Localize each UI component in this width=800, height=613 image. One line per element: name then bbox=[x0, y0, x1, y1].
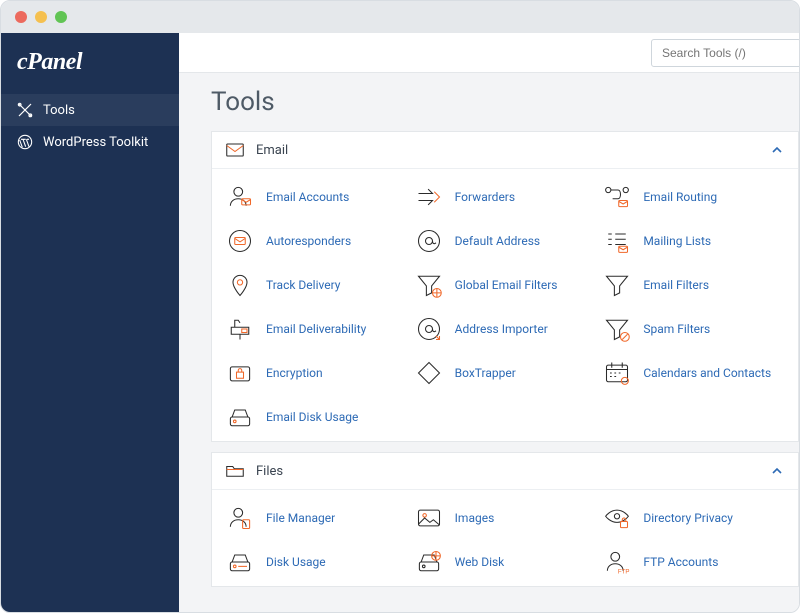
tool-forwarders[interactable]: Forwarders bbox=[415, 179, 596, 215]
tool-label: Email Deliverability bbox=[266, 322, 366, 336]
tool-label: Mailing Lists bbox=[643, 234, 711, 248]
tool-label: FTP Accounts bbox=[643, 555, 718, 569]
window-close-icon[interactable] bbox=[15, 11, 27, 23]
tool-label: Email Accounts bbox=[266, 190, 349, 204]
folder-icon bbox=[226, 463, 244, 479]
tool-label: Spam Filters bbox=[643, 322, 710, 336]
tool-label: Global Email Filters bbox=[455, 278, 558, 292]
chevron-up-icon bbox=[770, 143, 784, 157]
tool-email-deliverability[interactable]: Email Deliverability bbox=[226, 311, 407, 347]
sidebar: cPanel Tools WordPress T bbox=[1, 33, 179, 612]
tool-label: Default Address bbox=[455, 234, 540, 248]
reply-envelope-icon bbox=[226, 227, 254, 255]
svg-text:FTP: FTP bbox=[618, 568, 630, 575]
tool-email-filters[interactable]: Email Filters bbox=[603, 267, 784, 303]
panel-header-files[interactable]: Files bbox=[212, 453, 798, 490]
tool-label: Forwarders bbox=[455, 190, 515, 204]
panel-title: Files bbox=[256, 464, 283, 479]
tool-label: Images bbox=[455, 511, 495, 525]
tool-label: Email Filters bbox=[643, 278, 709, 292]
at-icon bbox=[415, 227, 443, 255]
eye-lock-icon bbox=[603, 504, 631, 532]
tool-label: Encryption bbox=[266, 366, 323, 380]
user-file-icon bbox=[226, 504, 254, 532]
tool-spam-filters[interactable]: Spam Filters bbox=[603, 311, 784, 347]
sidebar-item-wordpress-toolkit[interactable]: WordPress Toolkit bbox=[1, 126, 179, 158]
sidebar-item-label: WordPress Toolkit bbox=[43, 135, 148, 150]
content: Tools Email bbox=[179, 73, 799, 597]
topbar bbox=[179, 33, 799, 73]
user-ftp-icon: FTP bbox=[603, 548, 631, 576]
tool-label: Email Routing bbox=[643, 190, 717, 204]
tool-label: Address Importer bbox=[455, 322, 548, 336]
tool-email-routing[interactable]: Email Routing bbox=[603, 179, 784, 215]
tool-label: Email Disk Usage bbox=[266, 410, 358, 424]
panel-title: Email bbox=[256, 143, 288, 158]
lock-card-icon bbox=[226, 359, 254, 387]
location-pin-icon bbox=[226, 271, 254, 299]
at-import-icon bbox=[415, 315, 443, 343]
browser-chrome bbox=[1, 1, 799, 33]
main: Tools Email bbox=[179, 33, 799, 612]
tool-mailing-lists[interactable]: Mailing Lists bbox=[603, 223, 784, 259]
tool-label: Web Disk bbox=[455, 555, 505, 569]
brand[interactable]: cPanel bbox=[1, 45, 179, 94]
tool-disk-usage[interactable]: Disk Usage bbox=[226, 544, 407, 580]
disk-gauge-icon bbox=[226, 548, 254, 576]
tool-label: File Manager bbox=[266, 511, 335, 525]
mailbox-icon bbox=[226, 315, 254, 343]
forward-arrows-icon bbox=[415, 183, 443, 211]
tool-encryption[interactable]: Encryption bbox=[226, 355, 407, 391]
list-icon bbox=[603, 227, 631, 255]
tool-track-delivery[interactable]: Track Delivery bbox=[226, 267, 407, 303]
panel-files: Files bbox=[211, 452, 799, 587]
chevron-up-icon bbox=[770, 464, 784, 478]
window-maximize-icon[interactable] bbox=[55, 11, 67, 23]
tool-default-address[interactable]: Default Address bbox=[415, 223, 596, 259]
sidebar-item-tools[interactable]: Tools bbox=[1, 94, 179, 126]
tool-file-manager[interactable]: File Manager bbox=[226, 500, 407, 536]
sidebar-item-label: Tools bbox=[43, 103, 75, 118]
panel-email: Email bbox=[211, 131, 799, 442]
route-icon bbox=[603, 183, 631, 211]
tool-label: Directory Privacy bbox=[643, 511, 733, 525]
brand-name: cPanel bbox=[17, 49, 163, 76]
funnel-globe-icon bbox=[415, 271, 443, 299]
tool-web-disk[interactable]: Web Disk bbox=[415, 544, 596, 580]
funnel-block-icon bbox=[603, 315, 631, 343]
search-input[interactable] bbox=[651, 39, 800, 67]
crossed-tools-icon bbox=[17, 102, 33, 118]
tool-images[interactable]: Images bbox=[415, 500, 596, 536]
calendar-icon bbox=[603, 359, 631, 387]
tool-label: Autoresponders bbox=[266, 234, 351, 248]
tool-label: Calendars and Contacts bbox=[643, 366, 771, 380]
app: cPanel Tools WordPress T bbox=[1, 33, 799, 612]
tool-label: Track Delivery bbox=[266, 278, 340, 292]
browser-window: cPanel Tools WordPress T bbox=[0, 0, 800, 613]
disk-icon bbox=[226, 403, 254, 431]
user-mail-icon bbox=[226, 183, 254, 211]
tool-directory-privacy[interactable]: Directory Privacy bbox=[603, 500, 784, 536]
panel-body-files: File Manager Images bbox=[212, 490, 798, 586]
panel-header-email[interactable]: Email bbox=[212, 132, 798, 169]
tool-autoresponders[interactable]: Autoresponders bbox=[226, 223, 407, 259]
tool-email-accounts[interactable]: Email Accounts bbox=[226, 179, 407, 215]
tool-label: Disk Usage bbox=[266, 555, 326, 569]
funnel-icon bbox=[603, 271, 631, 299]
tool-calendars-contacts[interactable]: Calendars and Contacts bbox=[603, 355, 784, 391]
tool-address-importer[interactable]: Address Importer bbox=[415, 311, 596, 347]
tool-boxtrapper[interactable]: BoxTrapper bbox=[415, 355, 596, 391]
page-title: Tools bbox=[211, 87, 799, 117]
envelope-icon bbox=[226, 142, 244, 158]
wordpress-icon bbox=[17, 134, 33, 150]
panel-body-email: Email Accounts Forwarders bbox=[212, 169, 798, 441]
tool-email-disk-usage[interactable]: Email Disk Usage bbox=[226, 399, 407, 435]
tool-ftp-accounts[interactable]: FTP FTP Accounts bbox=[603, 544, 784, 580]
disk-web-icon bbox=[415, 548, 443, 576]
window-minimize-icon[interactable] bbox=[35, 11, 47, 23]
tool-global-email-filters[interactable]: Global Email Filters bbox=[415, 267, 596, 303]
tool-label: BoxTrapper bbox=[455, 366, 516, 380]
diamond-icon bbox=[415, 359, 443, 387]
image-icon bbox=[415, 504, 443, 532]
